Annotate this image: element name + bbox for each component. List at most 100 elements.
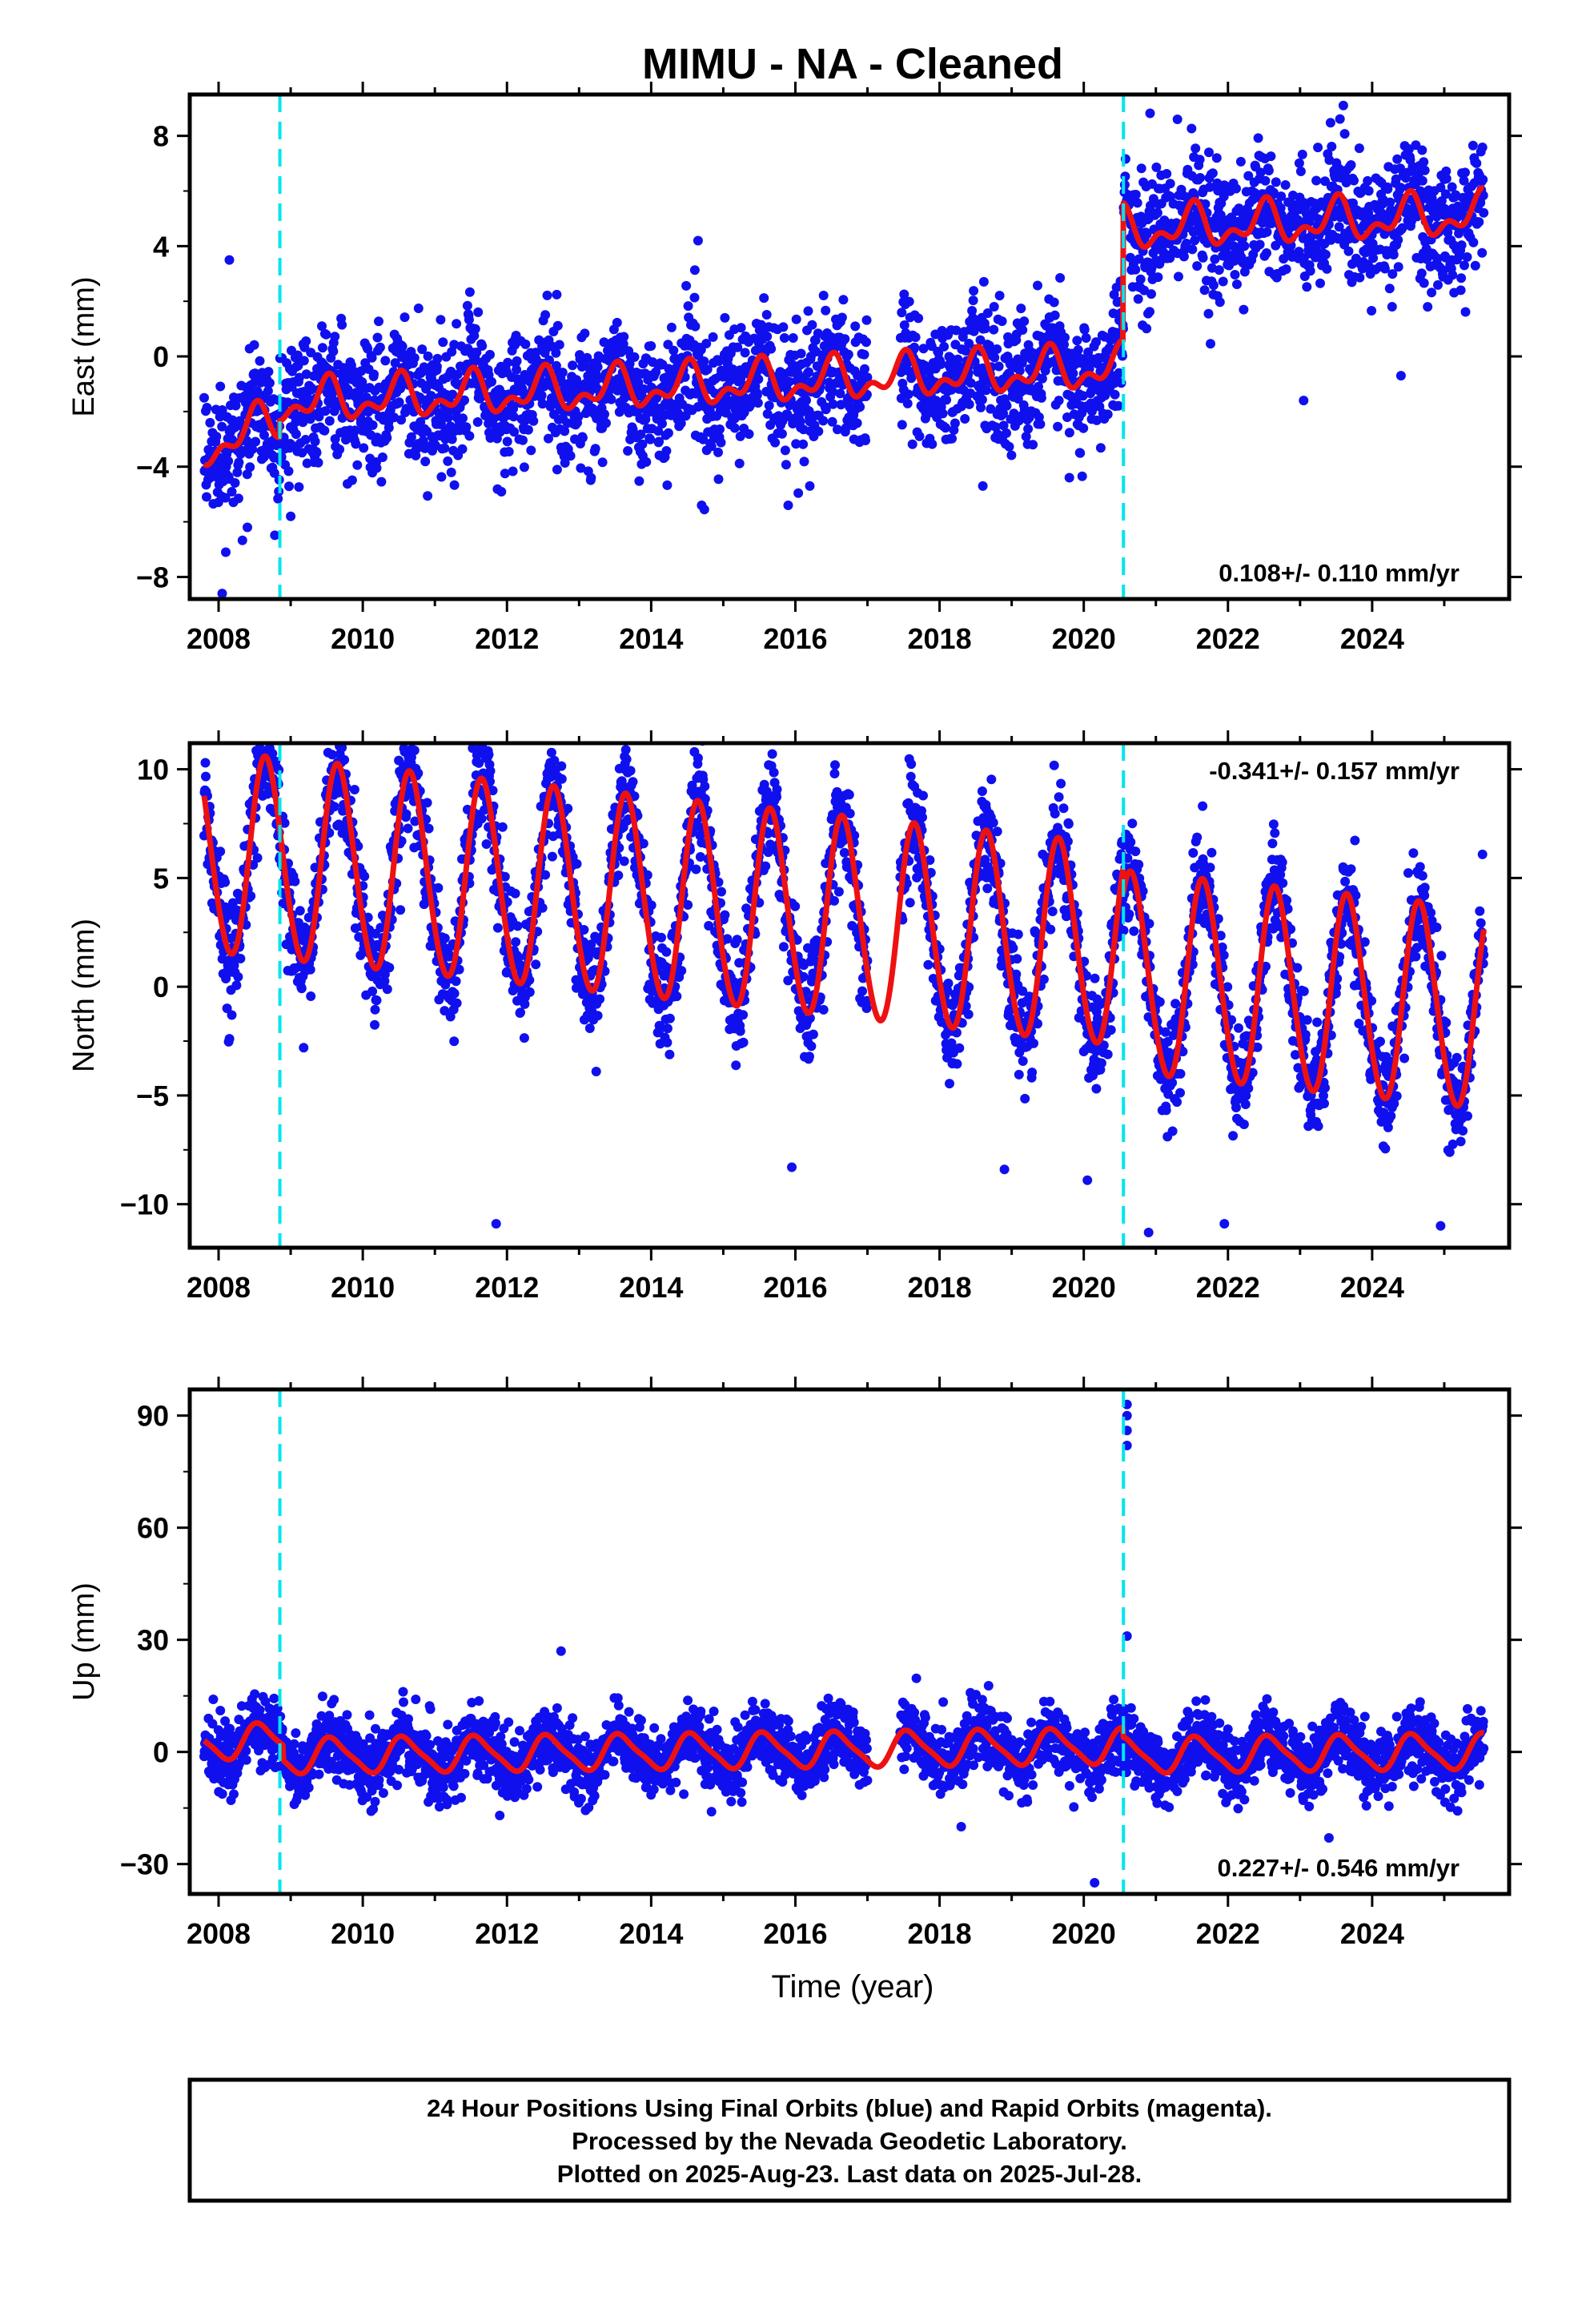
east-point [252, 386, 263, 396]
east-point [544, 433, 553, 444]
east-point [1392, 154, 1403, 164]
east-point [1476, 198, 1486, 208]
east-point [1091, 415, 1102, 425]
east-point [1470, 260, 1480, 271]
east-point [462, 300, 472, 311]
east-point [1146, 289, 1156, 300]
east-point [400, 312, 410, 323]
east-point [426, 391, 436, 401]
east-point [733, 342, 743, 352]
east-point [960, 414, 970, 424]
east-outlier-point [1172, 115, 1182, 124]
north-point [592, 1011, 603, 1021]
north-point [595, 994, 605, 1004]
east-point [520, 339, 531, 349]
east-point [683, 301, 693, 312]
east-point [1081, 333, 1091, 343]
east-point [1460, 260, 1469, 271]
north-point [621, 754, 632, 765]
east-point [1142, 229, 1152, 239]
north-point [619, 856, 629, 866]
east-point [283, 397, 293, 408]
north-point [629, 791, 640, 802]
north-point [717, 887, 726, 897]
east-point [1004, 441, 1014, 452]
east-point [337, 320, 347, 330]
east-point [1190, 235, 1200, 246]
east-point [540, 310, 551, 320]
east-point [793, 488, 804, 498]
east-point [654, 436, 665, 447]
east-point [618, 339, 628, 349]
east-point [641, 456, 652, 467]
east-point [526, 445, 536, 456]
east-outlier-point [1338, 100, 1348, 111]
east-point [1393, 262, 1403, 272]
east-point [1075, 448, 1086, 458]
north-point [672, 991, 682, 1002]
east-point [1297, 149, 1307, 159]
east-point [1134, 254, 1144, 264]
east-point [284, 481, 294, 492]
east-point [1456, 240, 1467, 251]
east-point [577, 432, 588, 443]
east-point [951, 325, 962, 336]
east-point [807, 320, 817, 330]
east-point [1472, 158, 1482, 168]
east-point [1079, 324, 1090, 335]
east-point [1263, 166, 1274, 175]
east-point [1354, 143, 1364, 154]
east-outlier-point [286, 511, 296, 521]
east-outlier-point [224, 255, 235, 265]
east-point [752, 390, 762, 400]
north-point [409, 746, 420, 755]
east-point [1432, 253, 1443, 263]
east-point [1387, 269, 1398, 279]
east-outlier-point [693, 235, 703, 246]
east-point [941, 423, 951, 433]
east-point [264, 378, 275, 388]
east-point [1145, 108, 1155, 119]
east-point [552, 464, 562, 475]
east-point [1087, 406, 1097, 416]
east-point [796, 348, 806, 359]
east-point [897, 308, 907, 318]
east-point [992, 344, 1002, 354]
east-point [899, 320, 909, 330]
east-point [1135, 274, 1146, 284]
east-point [1078, 391, 1088, 401]
east-point [376, 476, 387, 487]
north-point [246, 891, 256, 901]
east-point [764, 400, 774, 411]
east-point [1145, 307, 1154, 317]
east-point [1468, 237, 1479, 247]
east-point [417, 344, 428, 355]
east-point [231, 400, 241, 411]
east-point [1305, 266, 1315, 276]
east-point [1416, 268, 1427, 279]
east-point [460, 395, 469, 405]
east-point [770, 437, 781, 448]
east-point [1142, 324, 1152, 334]
east-point [457, 444, 468, 454]
east-point [220, 493, 231, 503]
east-point [1205, 182, 1215, 192]
east-point [211, 432, 222, 442]
east-point [1068, 368, 1078, 379]
east-point [986, 404, 996, 414]
east-point [947, 433, 957, 444]
east-point [1130, 190, 1141, 199]
east-point [714, 356, 724, 366]
east-point [230, 478, 240, 488]
east-point [669, 345, 679, 356]
east-point [964, 399, 974, 409]
east-point [1355, 272, 1365, 283]
east-point [661, 446, 672, 456]
north-point [382, 984, 392, 995]
east-point [612, 317, 622, 328]
east-point [1060, 332, 1070, 343]
east-point [568, 360, 578, 371]
east-point [910, 332, 921, 343]
east-point [1335, 114, 1345, 124]
east-point [1006, 450, 1017, 460]
